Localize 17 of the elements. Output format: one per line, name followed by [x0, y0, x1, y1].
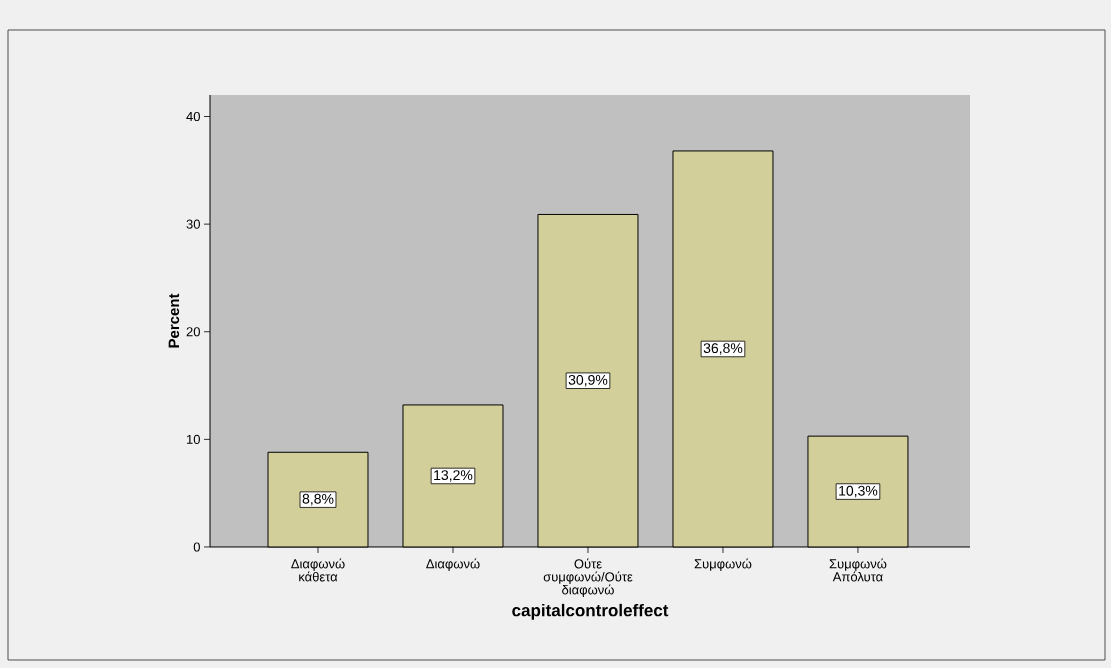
data-label: 8,8%	[302, 493, 334, 506]
y-tick-label: 30	[186, 219, 200, 229]
x-tick-label: Διαφωνώ κάθετα	[291, 558, 345, 582]
y-tick-label: 0	[193, 542, 200, 552]
x-tick-label: Συμφωνώ	[694, 558, 752, 572]
x-tick-label: Ούτε συμφωνώ/Ούτε διαφωνώ	[543, 558, 633, 598]
y-axis-title: Percent	[168, 293, 180, 348]
x-tick-label: Συμφωνώ Απόλυτα	[829, 558, 887, 582]
data-label: 13,2%	[434, 470, 473, 482]
data-label: 30,9%	[568, 374, 608, 387]
data-label: 36,8%	[703, 343, 743, 355]
y-tick-label: 20	[186, 327, 200, 337]
y-tick-label: 40	[186, 111, 200, 122]
x-axis-title: capitalcontroleffect	[512, 603, 669, 620]
y-tick-label: 10	[187, 434, 200, 444]
data-label: 10,3%	[839, 485, 878, 498]
x-tick-label: Διαφωνώ	[426, 558, 480, 572]
